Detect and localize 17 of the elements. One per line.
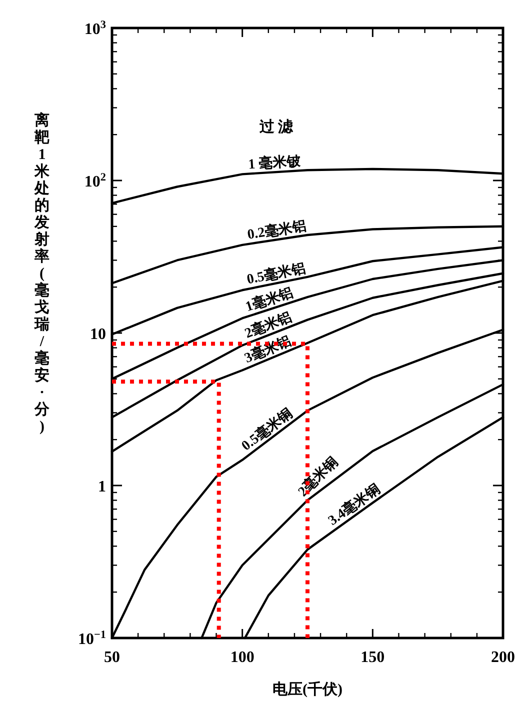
y-tick-label: 1 bbox=[98, 478, 106, 496]
y-tick-label: 10$^{3}$ bbox=[84, 19, 106, 38]
x-tick-label: 50 bbox=[104, 649, 120, 666]
annotation: 过 滤 bbox=[258, 118, 294, 136]
x-tick-label: 150 bbox=[360, 649, 385, 666]
text: 0.2毫米铝 bbox=[246, 217, 308, 243]
text: 离靶1米处的发射率(毫戈瑞/毫安·分) bbox=[34, 113, 50, 436]
x-tick-label: 200 bbox=[491, 649, 515, 666]
text: 0.5毫米铜 bbox=[238, 404, 296, 454]
text: 3.4毫米铜 bbox=[324, 480, 383, 529]
x-tick-label: 100 bbox=[230, 649, 254, 666]
y-tick-label: 10$^{2}$ bbox=[84, 172, 106, 190]
text: 0.5毫米铝 bbox=[245, 259, 307, 288]
x-axis-title: 电压(千伏) bbox=[272, 681, 342, 698]
series-label: 1 毫米铍 bbox=[248, 152, 302, 173]
y-tick-label: 10 bbox=[90, 326, 106, 343]
y-tick-label: 10$^{−1}$ bbox=[78, 629, 106, 648]
